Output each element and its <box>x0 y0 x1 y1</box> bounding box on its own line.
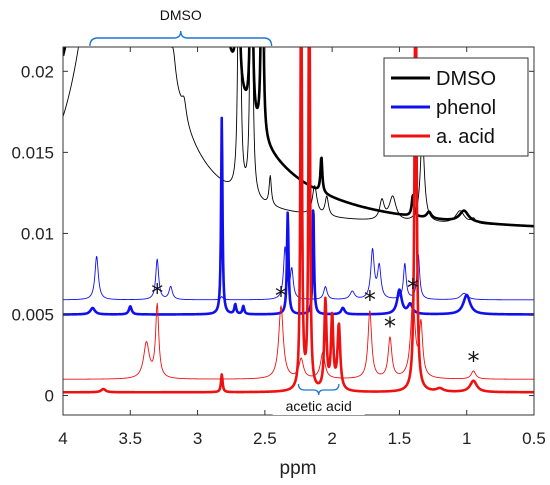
peak-star-marker: * <box>364 286 376 314</box>
x-tick-label: 0.5 <box>522 429 546 448</box>
series-line-dmso-thin <box>63 47 534 227</box>
y-tick-label: 0.02 <box>21 62 54 81</box>
dmso-bracket <box>89 30 273 47</box>
peak-star-marker: * <box>384 313 396 341</box>
series-line-dmso-thick <box>63 47 534 228</box>
peak-star-marker: * <box>407 274 419 302</box>
x-tick-label: 3 <box>193 429 202 448</box>
acetic-acid-label-bg <box>272 397 365 415</box>
x-tick-label: 1.5 <box>388 429 412 448</box>
peak-star-marker: * <box>151 279 163 307</box>
peak-star-marker: * <box>467 347 479 375</box>
x-tick-label: 1 <box>462 429 471 448</box>
x-tick-label: 4 <box>58 429 67 448</box>
legend: DMSO phenol a. acid <box>383 57 529 157</box>
acetic-acid-label: acetic acid <box>286 398 352 414</box>
acetic-acid-bracket <box>297 383 340 396</box>
dmso-bracket-label: DMSO <box>160 7 202 23</box>
legend-label-dmso: DMSO <box>436 68 496 90</box>
legend-label-phenol: phenol <box>436 97 496 119</box>
x-tick-label: 2 <box>327 429 336 448</box>
y-tick-label: 0.005 <box>11 305 54 324</box>
x-axis-label: ppm <box>280 458 317 479</box>
peak-star-marker: * <box>275 282 287 310</box>
x-tick-label: 2.5 <box>253 429 277 448</box>
y-tick-label: 0 <box>45 387 54 406</box>
y-tick-label: 0.01 <box>21 224 54 243</box>
annotation-layer: DMSO acetic acid * * * * * * <box>89 7 479 415</box>
axis-layer: 4 3.5 3 2.5 2 1.5 1 0.5 0 0.005 0.01 0.015 0.02 <box>11 47 546 448</box>
series-layer <box>63 47 534 394</box>
x-tick-label: 3.5 <box>118 429 142 448</box>
y-tick-label: 0.015 <box>11 143 54 162</box>
legend-label-acid: a. acid <box>436 126 495 148</box>
series-line-acid-thick <box>63 47 534 394</box>
